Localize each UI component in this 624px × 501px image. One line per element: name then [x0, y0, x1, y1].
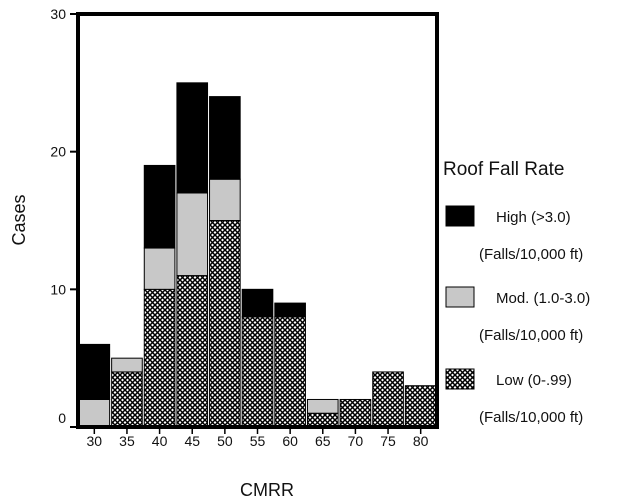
y-tick-label-0: 0 — [58, 410, 66, 426]
legend-sublabel-0: (Falls/10,000 ft) — [479, 246, 583, 263]
bar-mod-65 — [306, 398, 339, 414]
bar-low-40 — [143, 288, 176, 428]
x-tick-label-30: 30 — [87, 433, 103, 449]
bar-mod-50 — [209, 178, 241, 221]
bar-low-60 — [274, 316, 306, 428]
bar-low-75 — [372, 371, 404, 428]
legend-sublabel-2: (Falls/10,000 ft) — [479, 409, 583, 426]
x-tick-label-65: 65 — [315, 433, 331, 449]
y-tick-label-20: 20 — [50, 144, 66, 160]
legend-label-0: High (>3.0) — [496, 209, 571, 226]
y-axis-title: Cases — [9, 194, 29, 245]
legend-swatch-1 — [445, 286, 475, 308]
legend-label-1: Mod. (1.0-3.0) — [496, 290, 590, 307]
bar-high-50 — [209, 96, 241, 180]
legend-swatch-2 — [445, 368, 475, 390]
x-axis-title: CMRR — [240, 480, 294, 500]
bar-low-80 — [404, 385, 437, 428]
legend-swatch-0 — [445, 205, 475, 227]
x-tick-label-50: 50 — [217, 433, 233, 449]
y-tick-label-10: 10 — [50, 281, 66, 297]
bar-high-55 — [241, 288, 274, 318]
bar-high-30 — [78, 343, 111, 400]
x-tick-label-45: 45 — [184, 433, 200, 449]
x-tick-label-75: 75 — [380, 433, 396, 449]
x-tick-label-60: 60 — [282, 433, 298, 449]
legend-label-2: Low (0-.99) — [496, 372, 572, 389]
bar-high-45 — [176, 82, 209, 194]
bar-high-60 — [274, 302, 306, 318]
legend-title: Roof Fall Rate — [443, 159, 564, 180]
bar-low-70 — [339, 398, 372, 428]
bar-mod-45 — [176, 192, 209, 277]
x-tick-label-40: 40 — [152, 433, 168, 449]
bar-low-55 — [241, 316, 274, 428]
y-tick-label-30: 30 — [50, 6, 66, 22]
bar-mod-35 — [111, 357, 143, 373]
bar-low-50 — [209, 220, 241, 428]
bar-high-40 — [143, 164, 176, 249]
x-tick-label-70: 70 — [348, 433, 364, 449]
bar-low-65 — [306, 412, 339, 428]
x-tick-label-80: 80 — [413, 433, 429, 449]
x-tick-label-35: 35 — [119, 433, 135, 449]
legend-sublabel-1: (Falls/10,000 ft) — [479, 327, 583, 344]
bar-mod-40 — [143, 247, 176, 290]
bar-mod-30 — [78, 398, 111, 428]
bar-low-35 — [111, 371, 143, 428]
bar-low-45 — [176, 275, 209, 428]
x-tick-label-55: 55 — [250, 433, 266, 449]
